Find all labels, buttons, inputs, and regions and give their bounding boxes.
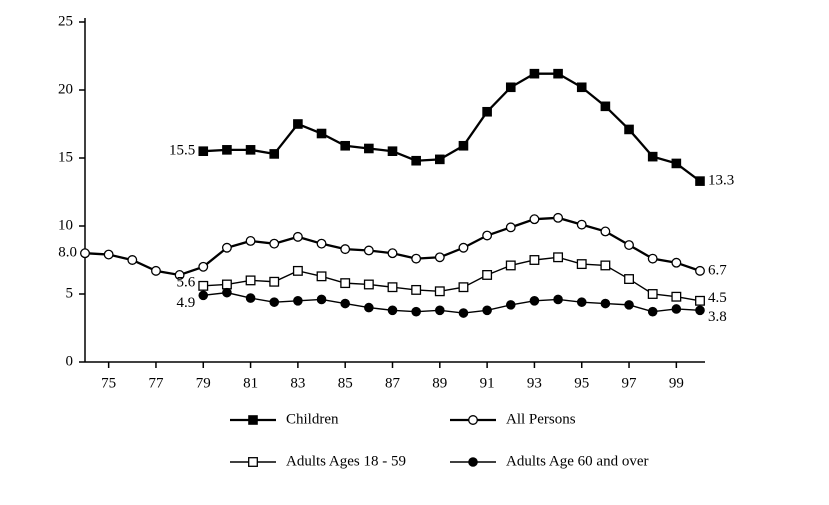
y-tick-label: 25 xyxy=(58,13,73,29)
series-children xyxy=(199,69,704,185)
legend-item-adults_60_over: Adults Age 60 and over xyxy=(450,453,648,469)
x-tick-label: 87 xyxy=(385,375,401,391)
x-tick-label: 97 xyxy=(622,375,638,391)
value-label: 5.6 xyxy=(177,274,196,290)
y-tick-label: 15 xyxy=(58,149,73,165)
x-tick-label: 83 xyxy=(290,375,305,391)
value-label: 8.0 xyxy=(58,245,77,261)
y-tick-label: 0 xyxy=(66,353,74,369)
series-adults_18_59 xyxy=(199,253,704,305)
x-tick-label: 99 xyxy=(669,375,684,391)
value-label: 3.8 xyxy=(708,309,727,325)
legend-label: Adults Ages 18 - 59 xyxy=(286,453,406,469)
value-label: 15.5 xyxy=(169,143,195,159)
x-tick-label: 77 xyxy=(148,375,164,391)
x-tick-label: 85 xyxy=(338,375,353,391)
y-tick-label: 10 xyxy=(58,217,73,233)
x-tick-label: 75 xyxy=(101,375,116,391)
legend-label: Adults Age 60 and over xyxy=(506,453,648,469)
legend-label: Children xyxy=(286,411,339,427)
value-label: 4.9 xyxy=(177,295,196,311)
y-tick-label: 20 xyxy=(58,81,73,97)
x-tick-label: 93 xyxy=(527,375,542,391)
x-tick-label: 79 xyxy=(196,375,211,391)
y-tick-label: 5 xyxy=(66,285,74,301)
series-adults_60_over xyxy=(199,288,704,317)
value-label: 4.5 xyxy=(708,290,727,306)
legend-item-all_persons: All Persons xyxy=(450,411,576,427)
x-tick-label: 81 xyxy=(243,375,258,391)
x-tick-label: 91 xyxy=(480,375,495,391)
x-tick-label: 89 xyxy=(432,375,447,391)
legend-item-children: Children xyxy=(230,411,339,427)
legend-label: All Persons xyxy=(506,411,576,427)
value-label: 6.7 xyxy=(708,262,727,278)
value-label: 13.3 xyxy=(708,173,734,189)
series-all_persons xyxy=(81,214,705,280)
line-chart: 0 5 10 15 20 25 75 77 79 81 83 85 87 89 91 93 95 97 99 15.5… xyxy=(0,0,829,505)
x-tick-label: 95 xyxy=(574,375,589,391)
legend-item-adults_18_59: Adults Ages 18 - 59 xyxy=(230,453,406,469)
